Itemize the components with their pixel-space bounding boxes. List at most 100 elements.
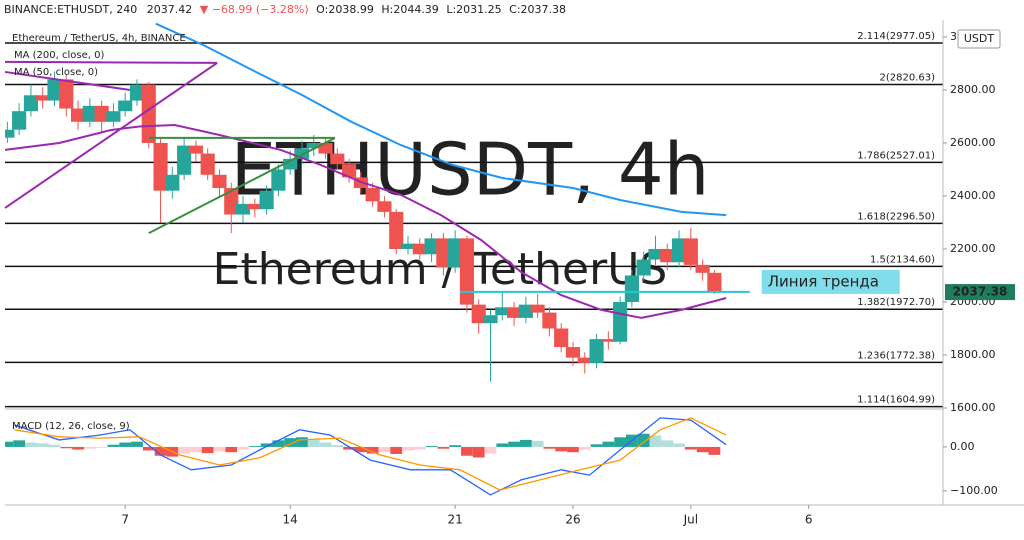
legend-title: Ethereum / TetherUS, 4h, BINANCE [12,33,186,44]
candle-body [459,238,474,305]
histogram-bar [555,446,568,452]
histogram-bar [60,446,73,449]
histogram-bar [578,446,591,450]
histogram-bar [248,446,261,447]
histogram-bar [390,446,403,454]
candle-body [129,84,145,101]
histogram-bar [201,446,214,454]
fib-label: 2.114(2977.05) [857,31,935,42]
trend-line [4,70,131,91]
histogram-bar [496,443,509,447]
candle-body [624,275,639,302]
trend-line [4,62,218,209]
histogram-bar [95,446,108,448]
candle-body [389,211,404,249]
candle-body [613,301,628,342]
fib-label: 1.5(2134.60) [870,254,935,265]
candle-body [601,339,616,342]
candle-body [200,153,215,175]
legend-entry: MA (200, close, 0) [14,50,104,61]
candle-body [70,108,86,122]
candle-body [141,84,156,143]
candle-body [259,190,274,210]
histogram-bar [378,446,391,453]
candle-body [165,174,180,191]
candle-body [577,357,592,363]
candle-body [23,95,38,112]
candle-body [224,188,239,215]
x-tick-label: 6 [805,513,813,527]
x-tick-label: 14 [283,513,298,527]
histogram-bar [83,446,96,449]
histogram-bar [154,446,167,456]
price-pane: ETHUSDT, 4h Ethereum / TetherUS [5,22,943,408]
overlay: 2.114(2977.05) 2(2820.63) 1.786(2527.01) 1.… [4,29,1015,527]
histogram-bar [190,446,202,453]
histogram-bar [213,446,226,452]
candle-body [518,304,533,318]
candle-body [330,153,345,165]
histogram-bar [142,446,155,451]
candle-body [448,238,463,268]
fib-label: 1.786(2527.01) [857,150,935,161]
candle-body [412,243,427,255]
y-tick-label: 2800.00 [950,83,996,96]
candle-body [59,79,74,109]
candle-body [82,105,97,122]
candle-body [424,238,439,255]
candle-body [247,203,262,210]
histogram-bar [543,446,556,449]
candle-body [660,248,675,263]
histogram-bar [319,442,332,447]
histogram-bar [72,446,84,450]
histogram-bar [366,446,379,454]
candle-body [483,315,498,324]
fib-label: 2(2820.63) [879,72,935,83]
candle-body [35,95,50,101]
legend-title: MACD (12, 26, close, 9) [12,421,130,432]
histogram-bar [13,440,26,447]
candle-body [306,142,321,149]
histogram-bar [461,446,473,456]
candle-body [365,188,380,202]
histogram-bar [590,444,603,447]
series-line [5,123,727,319]
candle-body [471,304,486,324]
candle-body [589,339,604,363]
last-price: 2037.42 [147,3,193,16]
unit-label: USDT [964,32,995,45]
candle-body [5,129,15,138]
annotation-box [761,269,900,294]
candle-body [283,158,298,170]
histogram-bar [48,444,61,447]
candle-body [695,264,710,273]
histogram-bar [449,445,462,447]
histogram-bar [484,446,497,454]
fib-label: 1.114(1604.99) [857,395,935,406]
histogram-bar [437,446,450,449]
candle-body [648,248,663,260]
histogram-bar [531,440,544,447]
candle-body [118,100,133,112]
ohlc: H:2044.39 [381,3,438,16]
histogram-bar [708,446,721,455]
macd-pane [5,417,727,496]
candle-body [707,272,722,293]
histogram-bar [508,441,520,447]
candle-body [294,148,310,159]
candle-body [542,312,557,329]
y-tick-label: 1800.00 [950,348,996,361]
candle-body [47,79,62,101]
histogram-bar [237,446,249,450]
candle-body [554,328,569,348]
y-tick-label: 0.00 [950,440,975,453]
y-tick-label: 2600.00 [950,136,996,149]
trend-line [4,60,218,64]
x-tick-label: Jul [683,513,698,527]
y-tick-label: −100.00 [950,484,998,497]
candle-body [153,142,168,191]
candle-body [318,142,333,154]
histogram-bar [472,446,485,458]
histogram-bar [272,440,285,447]
